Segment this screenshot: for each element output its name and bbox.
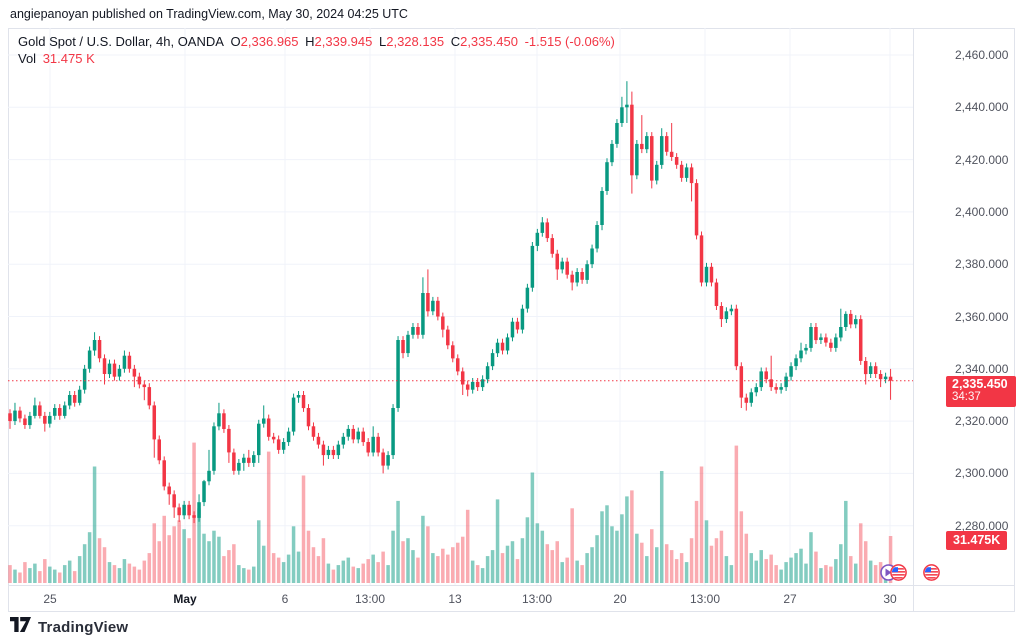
legend-row-2: Vol 31.475 K: [18, 51, 618, 66]
time-axis-label: 13:00: [354, 592, 386, 606]
price-axis-label: 2,300.000: [955, 466, 1009, 480]
high-value: 2,339.945: [314, 34, 373, 49]
tradingview-logo[interactable]: TradingView: [10, 617, 128, 637]
volume-value: 31.475 K: [42, 51, 95, 66]
last-price-badge: 2,335.450 34:37: [946, 376, 1016, 407]
low-value: 2,328.135: [386, 34, 445, 49]
close-value: 2,335.450: [460, 34, 518, 49]
bar-countdown: 34:37: [952, 391, 981, 403]
event-marker-us-flag-icon[interactable]: [923, 564, 940, 581]
open-label: O: [230, 34, 241, 49]
close-label: C: [450, 34, 461, 49]
price-axis-label: 2,320.000: [955, 414, 1009, 428]
time-axis-label: 6: [281, 592, 289, 606]
time-axis-label: 13:00: [521, 592, 553, 606]
price-axis-label: 2,280.000: [955, 519, 1009, 533]
price-axis-label: 2,420.000: [955, 153, 1009, 167]
price-axis-label: 2,460.000: [955, 48, 1009, 62]
volume-bars: [8, 442, 893, 583]
last-price-value: 2,335.450: [952, 377, 1008, 391]
price-axis-label: 2,400.000: [955, 205, 1009, 219]
time-axis-label: 27: [783, 592, 797, 606]
price-axis-divider: [913, 28, 914, 612]
symbol-title[interactable]: Gold Spot / U.S. Dollar, 4h, OANDA: [18, 34, 224, 49]
price-axis-label: 2,340.000: [955, 362, 1009, 376]
gridlines: [8, 28, 913, 585]
time-axis-label: 30: [883, 592, 897, 606]
price-axis-label: 2,360.000: [955, 310, 1009, 324]
price-axis-label: 2,440.000: [955, 100, 1009, 114]
time-axis-divider: [8, 585, 1015, 586]
attribution-text: angiepanoyan published on TradingView.co…: [10, 7, 408, 21]
time-axis-label: 13: [448, 592, 462, 606]
change-value: -1.515 (-0.06%): [524, 34, 615, 49]
event-marker-us-flag-icon[interactable]: [890, 564, 907, 581]
tradingview-logo-icon: [10, 617, 31, 637]
time-axis-label: 13:00: [689, 592, 721, 606]
time-axis-label: 25: [43, 592, 57, 606]
tradingview-logo-text: TradingView: [38, 618, 129, 636]
open-value: 2,336.965: [240, 34, 299, 49]
low-label: L: [379, 34, 387, 49]
volume-badge: 31.475K: [946, 531, 1008, 550]
legend-row-1: Gold Spot / U.S. Dollar, 4h, OANDA O2,33…: [18, 34, 618, 49]
candles: [8, 81, 893, 524]
time-axis-label: 20: [613, 592, 627, 606]
price-axis-label: 2,380.000: [955, 257, 1009, 271]
high-label: H: [305, 34, 315, 49]
volume-label[interactable]: Vol: [18, 51, 37, 66]
legend[interactable]: Gold Spot / U.S. Dollar, 4h, OANDA O2,33…: [18, 34, 618, 66]
time-axis-label: May: [173, 592, 197, 606]
